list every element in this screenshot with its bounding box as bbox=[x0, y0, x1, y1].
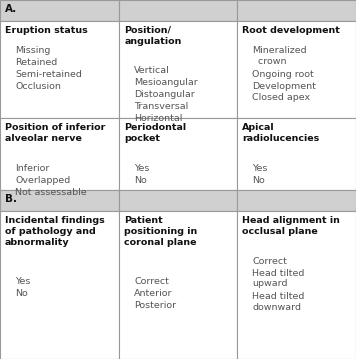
Text: Not assessable: Not assessable bbox=[15, 188, 87, 197]
Bar bbox=[237, 21, 356, 118]
Text: Distoangular: Distoangular bbox=[134, 90, 195, 99]
Bar bbox=[237, 190, 356, 211]
Bar bbox=[0, 118, 119, 190]
Text: Correct: Correct bbox=[252, 257, 287, 266]
Bar bbox=[0, 190, 119, 211]
Text: Periodontal
pocket: Periodontal pocket bbox=[124, 123, 187, 143]
Text: Head alignment in
occlusal plane: Head alignment in occlusal plane bbox=[242, 216, 340, 236]
Bar bbox=[119, 118, 237, 190]
Text: Eruption status: Eruption status bbox=[5, 26, 88, 35]
Text: Incidental findings
of pathology and
abnormality: Incidental findings of pathology and abn… bbox=[5, 216, 105, 247]
Text: Missing: Missing bbox=[15, 46, 51, 55]
Text: Apical
radiolucencies: Apical radiolucencies bbox=[242, 123, 320, 143]
Text: Anterior: Anterior bbox=[134, 289, 173, 298]
Bar bbox=[119, 190, 237, 211]
Text: B.: B. bbox=[5, 194, 17, 204]
Text: Development: Development bbox=[252, 81, 316, 90]
Text: Occlusion: Occlusion bbox=[15, 81, 61, 90]
Text: Mesioangular: Mesioangular bbox=[134, 78, 198, 87]
Text: Head tilted
downward: Head tilted downward bbox=[252, 292, 305, 312]
Bar bbox=[237, 211, 356, 359]
Text: Yes: Yes bbox=[15, 277, 30, 286]
Text: Patient
positioning in
coronal plane: Patient positioning in coronal plane bbox=[124, 216, 198, 247]
Text: No: No bbox=[15, 289, 28, 298]
Text: A.: A. bbox=[5, 4, 17, 14]
Text: Vertical: Vertical bbox=[134, 66, 170, 75]
Text: Inferior: Inferior bbox=[15, 164, 49, 173]
Text: Posterior: Posterior bbox=[134, 300, 176, 309]
Text: Position/
angulation: Position/ angulation bbox=[124, 26, 182, 46]
Bar bbox=[0, 21, 119, 118]
Text: Horizontal: Horizontal bbox=[134, 114, 183, 123]
Text: Head tilted
upward: Head tilted upward bbox=[252, 269, 305, 288]
Text: Transversal: Transversal bbox=[134, 102, 189, 111]
Bar bbox=[237, 0, 356, 21]
Text: Mineralized
  crown: Mineralized crown bbox=[252, 46, 307, 66]
Text: Yes: Yes bbox=[252, 164, 268, 173]
Text: Position of inferior
alveolar nerve: Position of inferior alveolar nerve bbox=[5, 123, 105, 143]
Bar bbox=[0, 0, 119, 21]
Bar bbox=[0, 211, 119, 359]
Text: Overlapped: Overlapped bbox=[15, 176, 70, 185]
Bar bbox=[119, 0, 237, 21]
Bar bbox=[237, 118, 356, 190]
Text: Ongoing root: Ongoing root bbox=[252, 70, 314, 79]
Text: No: No bbox=[252, 176, 265, 185]
Bar bbox=[119, 21, 237, 118]
Bar bbox=[119, 211, 237, 359]
Text: Closed apex: Closed apex bbox=[252, 93, 310, 102]
Text: Yes: Yes bbox=[134, 164, 150, 173]
Text: Correct: Correct bbox=[134, 277, 169, 286]
Text: Semi-retained: Semi-retained bbox=[15, 70, 82, 79]
Text: Root development: Root development bbox=[242, 26, 340, 35]
Text: No: No bbox=[134, 176, 147, 185]
Text: Retained: Retained bbox=[15, 58, 57, 67]
